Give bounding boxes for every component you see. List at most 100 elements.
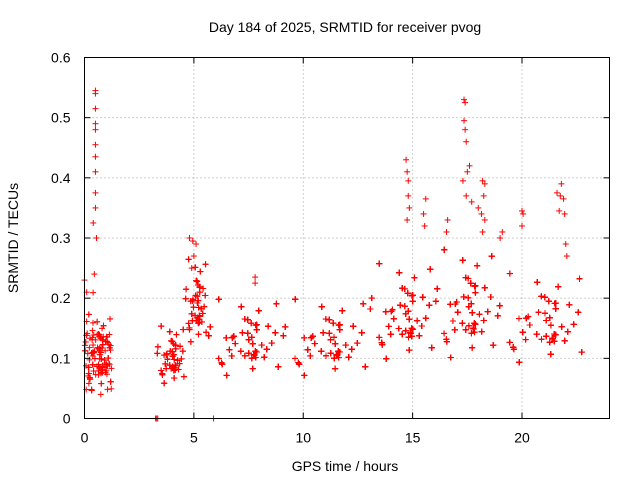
data-point — [92, 90, 99, 97]
data-point — [106, 344, 113, 351]
data-point — [97, 335, 104, 342]
data-point — [426, 302, 433, 309]
data-point — [471, 320, 478, 327]
data-point — [163, 365, 170, 372]
data-point — [194, 293, 201, 300]
data-point — [519, 222, 525, 229]
data-point — [327, 336, 334, 343]
y-tick-label: 0.1 — [51, 350, 71, 366]
data-point — [215, 296, 222, 303]
data-point — [176, 360, 183, 367]
data-point — [186, 235, 193, 241]
data-point — [265, 323, 272, 330]
data-point — [465, 303, 472, 310]
data-point — [459, 177, 466, 184]
data-point — [327, 350, 334, 357]
data-point — [102, 347, 109, 354]
data-point — [402, 310, 409, 317]
data-point — [189, 317, 196, 324]
data-point — [538, 336, 545, 343]
data-point — [92, 120, 99, 127]
data-point — [232, 340, 239, 347]
data-point — [479, 177, 486, 184]
data-point — [180, 373, 187, 380]
data-point — [402, 327, 409, 334]
data-point — [326, 330, 333, 337]
data-point — [205, 332, 212, 339]
data-point — [218, 359, 225, 366]
data-point — [90, 342, 97, 349]
data-point — [192, 292, 199, 299]
data-point — [333, 351, 340, 358]
data-point — [465, 275, 472, 282]
data-point — [383, 355, 390, 362]
data-point — [161, 380, 168, 387]
data-point — [466, 162, 473, 169]
data-point — [292, 296, 299, 303]
data-point — [86, 374, 93, 381]
data-point — [195, 320, 202, 327]
data-point — [185, 320, 192, 327]
data-point — [99, 369, 106, 376]
data-point — [85, 370, 92, 377]
data-point — [188, 265, 195, 272]
data-point — [330, 320, 337, 327]
data-point — [91, 271, 98, 278]
data-point — [405, 308, 412, 315]
data-point — [174, 357, 181, 364]
data-point — [323, 352, 330, 359]
y-tick-label: 0.5 — [51, 110, 71, 126]
data-point — [307, 352, 314, 359]
x-tick-label: 20 — [514, 430, 530, 446]
y-axis-label: SRMTID / TECUs — [5, 183, 21, 293]
data-point — [180, 326, 187, 333]
data-point — [166, 328, 173, 335]
data-point — [207, 323, 214, 330]
chart-title: Day 184 of 2025, SRMTID for receiver pvo… — [209, 19, 481, 35]
data-point — [171, 375, 178, 382]
x-axis-tick-labels: 0 5 10 15 20 — [81, 430, 530, 446]
data-point — [406, 347, 413, 354]
data-point — [159, 371, 166, 378]
data-point — [555, 283, 562, 290]
data-point — [556, 207, 563, 214]
data-point — [154, 350, 161, 357]
data-point — [447, 354, 454, 361]
data-point — [564, 328, 571, 335]
data-point — [85, 364, 92, 371]
data-point — [332, 340, 339, 347]
data-point — [558, 323, 565, 330]
data-point — [172, 342, 179, 349]
data-point — [403, 156, 410, 163]
data-point — [107, 315, 114, 322]
data-point — [86, 356, 93, 363]
data-point — [578, 349, 585, 356]
data-point — [523, 315, 530, 322]
y-tick-label: 0 — [63, 411, 71, 427]
data-point — [481, 284, 488, 291]
data-point — [496, 302, 503, 309]
data-point — [99, 363, 106, 370]
data-point — [497, 235, 504, 241]
data-point — [409, 298, 416, 305]
data-point — [244, 316, 251, 323]
data-point — [399, 331, 406, 338]
data-point — [447, 301, 454, 308]
data-point — [320, 329, 327, 336]
data-point — [459, 257, 466, 264]
data-point — [407, 330, 414, 337]
data-point — [95, 331, 102, 338]
data-point — [526, 322, 533, 329]
data-point — [96, 331, 103, 338]
data-point — [454, 309, 461, 316]
data-point — [506, 270, 513, 277]
data-point — [199, 310, 206, 317]
data-point — [434, 285, 441, 292]
data-point — [322, 316, 329, 323]
data-point — [360, 300, 367, 307]
data-point — [190, 253, 197, 260]
data-point — [186, 326, 193, 333]
data-point — [98, 355, 105, 362]
data-point — [552, 331, 559, 338]
data-point — [554, 189, 560, 196]
